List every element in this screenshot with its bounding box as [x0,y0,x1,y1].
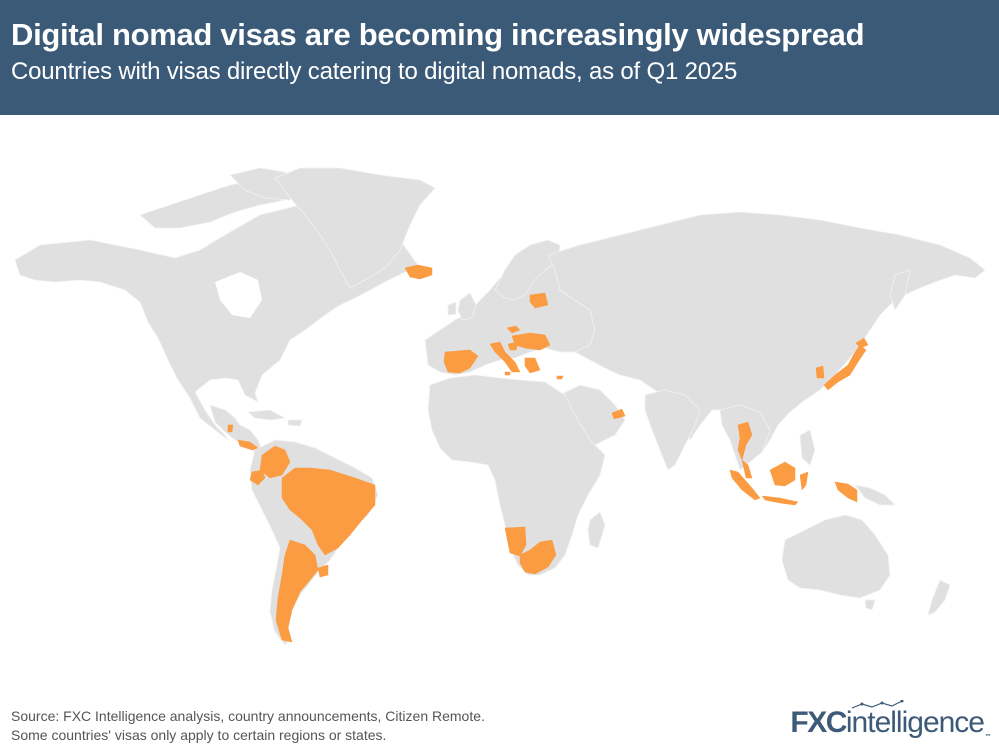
spain[interactable] [443,349,479,374]
indonesia-sulawesi[interactable] [799,471,809,491]
source-line-2: Some countries' visas only apply to cert… [11,727,387,743]
philippines [799,429,816,466]
indonesia-borneo[interactable] [769,461,796,487]
czech-republic[interactable] [506,325,521,334]
hungary-romania[interactable] [511,332,551,351]
indonesia-papua[interactable] [834,481,858,503]
south-korea[interactable] [815,365,825,379]
namibia[interactable] [504,526,527,557]
japan-hokkaido[interactable] [855,337,869,349]
india [644,389,701,471]
chart-subtitle: Countries with visas directly catering t… [11,58,738,85]
world-map [0,115,999,695]
costa-rica-panama[interactable] [237,439,259,451]
uruguay[interactable] [317,564,329,578]
belize[interactable] [227,424,234,433]
south-africa[interactable] [519,539,557,575]
logo-intelligence-text: intelligence [845,706,985,739]
estonia-latvia[interactable] [529,292,549,309]
indonesia-sumatra[interactable] [729,469,761,501]
logo-fxc: FXC [790,706,847,739]
argentina[interactable] [275,539,319,643]
logo-intelligence: intelligence [845,700,985,740]
logo-chart-line-icon [851,700,904,709]
new-guinea [854,484,896,506]
africa [427,374,606,576]
uae[interactable] [611,408,626,420]
malta[interactable] [504,371,511,376]
chart-header: Digital nomad visas are becoming increas… [0,0,999,115]
cuba [247,409,287,421]
greece[interactable] [524,357,541,374]
brazil[interactable] [281,467,376,556]
asia [547,211,986,453]
italy[interactable] [489,341,521,373]
greenland [274,167,436,289]
indonesia-java[interactable] [761,495,799,506]
tasmania [864,599,876,611]
source-line-1: Source: FXC Intelligence analysis, count… [11,708,485,724]
ireland [447,301,457,316]
fxc-intelligence-logo: FXC intelligence ™ [790,700,991,740]
australia [781,514,891,599]
hispaniola [287,419,303,427]
uk [457,292,477,321]
chart-title: Digital nomad visas are becoming increas… [11,17,865,52]
source-note: Source: FXC Intelligence analysis, count… [11,707,485,745]
japan[interactable] [823,344,867,391]
madagascar [587,511,606,549]
thailand[interactable] [737,421,753,461]
ecuador[interactable] [249,469,266,486]
new-zealand [927,579,951,616]
cyprus[interactable] [556,375,564,380]
logo-trademark: ™ [985,734,991,740]
malaysia[interactable] [741,459,753,479]
iceland[interactable] [404,264,433,280]
kamchatka [889,269,911,311]
